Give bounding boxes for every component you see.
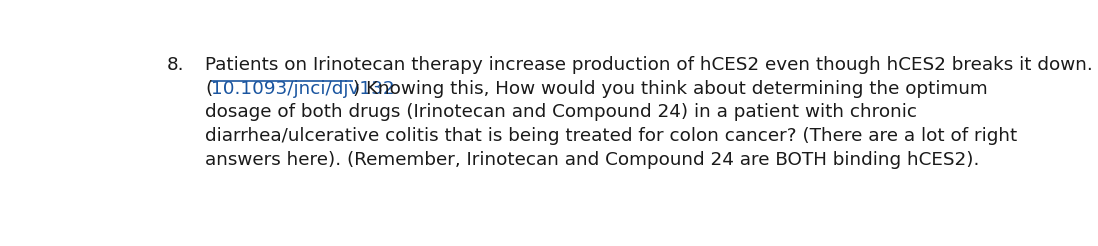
Text: Patients on Irinotecan therapy increase production of hCES2 even though hCES2 br: Patients on Irinotecan therapy increase …	[205, 56, 1094, 74]
Text: dosage of both drugs (Irinotecan and Compound 24) in a patient with chronic: dosage of both drugs (Irinotecan and Com…	[205, 103, 918, 122]
Text: answers here). (Remember, Irinotecan and Compound 24 are BOTH binding hCES2).: answers here). (Remember, Irinotecan and…	[205, 151, 979, 169]
Text: (: (	[205, 79, 213, 98]
Text: 10.1093/jnci/djv132: 10.1093/jnci/djv132	[211, 79, 394, 98]
Text: 8.: 8.	[167, 56, 184, 74]
Text: ) Knowing this, How would you think about determining the optimum: ) Knowing this, How would you think abou…	[354, 79, 988, 98]
Text: diarrhea/ulcerative colitis that is being treated for colon cancer? (There are a: diarrhea/ulcerative colitis that is bein…	[205, 127, 1018, 145]
